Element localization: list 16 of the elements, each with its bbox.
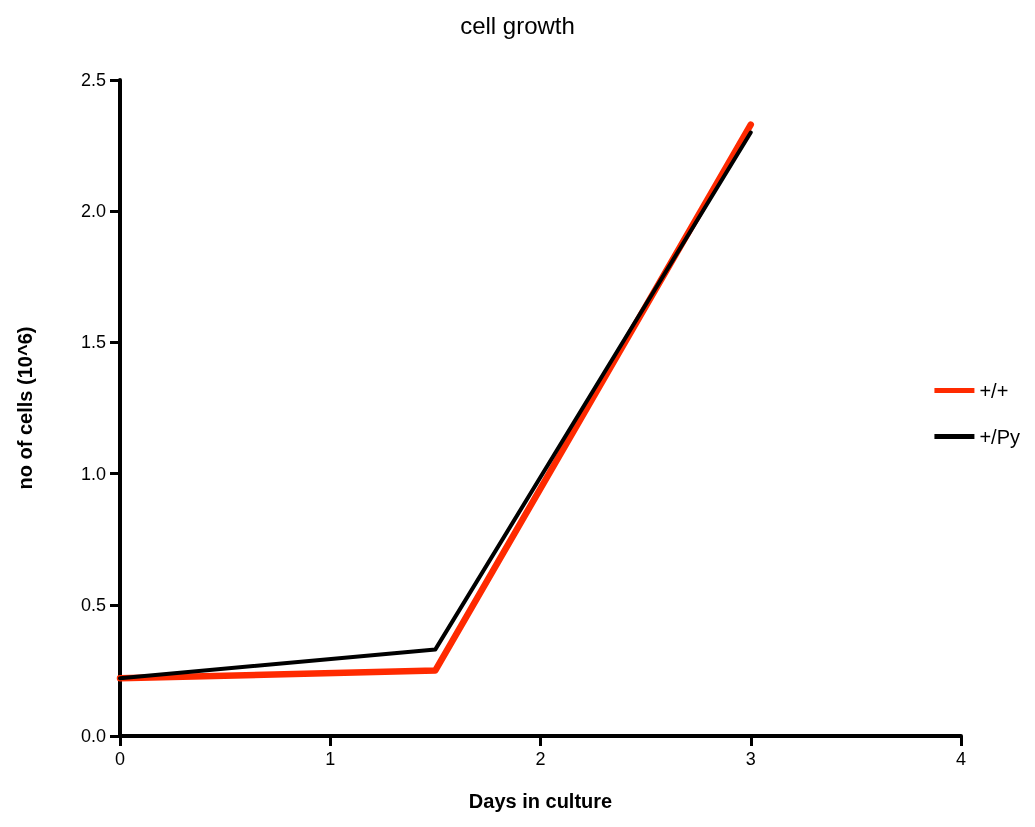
y-axis-title: no of cells (10^6) xyxy=(14,326,36,490)
y-tick-label: 1.0 xyxy=(80,463,106,484)
x-tick-label: 0 xyxy=(114,749,126,769)
y-tick-label: 2.0 xyxy=(80,201,106,222)
x-tick-label: 3 xyxy=(745,749,756,769)
legend-label: +/Py xyxy=(979,425,1020,448)
x-tick-label: 1 xyxy=(325,749,336,769)
x-axis-title: Days in culture xyxy=(468,790,613,812)
chart-title: cell growth xyxy=(460,11,575,39)
legend-label: +/+ xyxy=(979,379,1009,402)
x-tick-label: 4 xyxy=(955,749,967,769)
y-tick-label: 1.5 xyxy=(80,332,106,353)
x-tick-label: 2 xyxy=(535,749,546,769)
y-tick-label: 2.5 xyxy=(80,70,106,90)
y-tick-label: 0.0 xyxy=(80,726,106,746)
y-tick-label: 0.5 xyxy=(80,594,106,615)
